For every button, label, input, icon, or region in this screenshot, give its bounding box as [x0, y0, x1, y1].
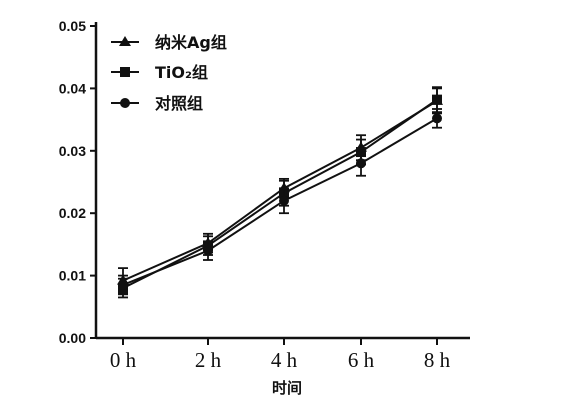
square-marker: [432, 94, 442, 105]
square-marker: [120, 67, 130, 77]
y-tick-label: 0.04: [59, 80, 86, 96]
y-tick-label: 0.00: [59, 330, 86, 346]
legend-item: 对照组: [111, 94, 203, 113]
legend-label: TiO₂组: [155, 63, 208, 82]
legend-label: 对照组: [155, 94, 203, 113]
x-tick-label: 6 h: [348, 348, 375, 372]
triangle-marker: [119, 36, 131, 46]
y-tick-label: 0.01: [59, 268, 86, 284]
x-tick-label: 0 h: [110, 348, 137, 372]
series-layer: [117, 86, 443, 299]
series-circle: [118, 108, 442, 296]
x-tick-labels: 0 h 2 h 4 h 6 h 8 h: [110, 348, 451, 372]
legend-item: 纳米Ag组: [111, 33, 227, 52]
x-tick-label: 4 h: [271, 348, 298, 372]
circle-marker: [432, 113, 442, 124]
series-square: [118, 86, 442, 299]
y-tick-labels: 0.00 0.01 0.02 0.03 0.04 0.05: [59, 18, 86, 346]
y-tick-label: 0.02: [59, 205, 86, 221]
legend-item: TiO₂组: [111, 63, 208, 82]
y-tick-label: 0.05: [59, 18, 86, 34]
circle-marker: [279, 195, 289, 206]
circle-marker: [203, 245, 213, 256]
legend-label: 纳米Ag组: [155, 33, 227, 52]
x-axis-label: 时间: [272, 379, 302, 397]
y-tick-label: 0.03: [59, 143, 86, 159]
circle-marker: [356, 158, 366, 169]
x-tick-label: 8 h: [424, 348, 451, 372]
axes: [90, 22, 470, 345]
circle-marker: [118, 279, 128, 290]
circle-marker: [120, 98, 130, 108]
x-tick-label: 2 h: [195, 348, 222, 372]
